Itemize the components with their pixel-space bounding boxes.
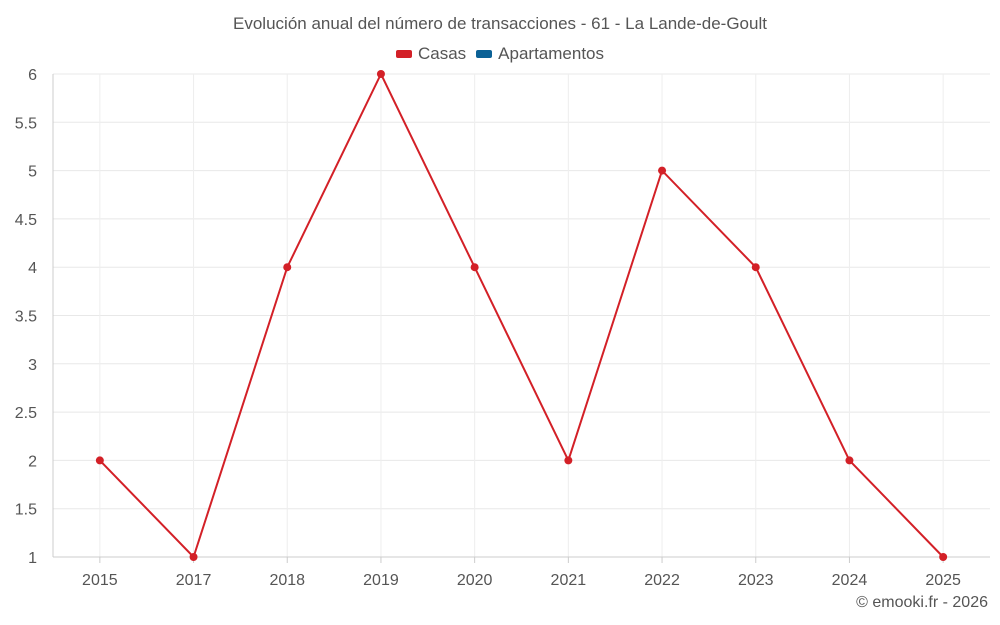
legend-item-casas[interactable]: Casas (395, 44, 467, 64)
series-casas (95, 70, 948, 561)
y-tick-label: 1 (28, 550, 37, 567)
credit-text: © emooki.fr - 2026 (856, 594, 988, 611)
y-tick-label: 4.5 (15, 212, 37, 229)
x-tick-label: 2024 (832, 572, 868, 589)
legend-label-casas: Casas (417, 44, 467, 63)
x-tick-label: 2023 (738, 572, 774, 589)
data-point (283, 263, 292, 272)
y-tick-label: 1.5 (15, 502, 37, 519)
grid (53, 73, 990, 558)
series-line (99, 71, 944, 559)
x-tick-label: 2018 (269, 572, 305, 589)
data-point (470, 263, 479, 272)
legend-item-apartamentos[interactable]: Apartamentos (476, 44, 604, 64)
y-tick-label: 4 (28, 260, 37, 277)
y-tick-label: 5.5 (15, 115, 37, 132)
x-tick-label: 2015 (82, 572, 118, 589)
chart-title: Evolución anual del número de transaccio… (233, 14, 767, 33)
x-tick-label: 2017 (176, 572, 212, 589)
legend-swatch-apartamentos (476, 50, 493, 58)
x-tick-label: 2021 (551, 572, 587, 589)
legend-swatch-casas (395, 50, 412, 58)
y-tick-label: 2.5 (15, 405, 37, 422)
y-tick-label: 2 (28, 453, 37, 470)
data-point (564, 456, 573, 465)
x-tick-label: 2022 (644, 572, 680, 589)
data-point (939, 553, 948, 561)
x-tick-label: 2019 (363, 572, 399, 589)
legend-label-apartamentos: Apartamentos (498, 44, 605, 63)
data-point (658, 166, 667, 175)
data-point (751, 263, 760, 272)
y-tick-label: 3.5 (15, 309, 37, 326)
y-tick-label: 6 (28, 67, 37, 84)
y-tick-label: 3 (28, 357, 37, 374)
x-tick-label: 2020 (457, 572, 493, 589)
data-point (845, 456, 854, 465)
data-point (95, 456, 104, 465)
data-point (376, 70, 385, 78)
x-tick-label: 2025 (925, 572, 961, 589)
data-point (189, 553, 198, 561)
legend: Casas Apartamentos (0, 44, 1000, 64)
axes: 1 1.5 2 2.5 3 3.5 4 4.5 5 5.5 6 2015 2017 2018 2019 202… (15, 67, 990, 589)
y-tick-label: 5 (28, 164, 37, 181)
